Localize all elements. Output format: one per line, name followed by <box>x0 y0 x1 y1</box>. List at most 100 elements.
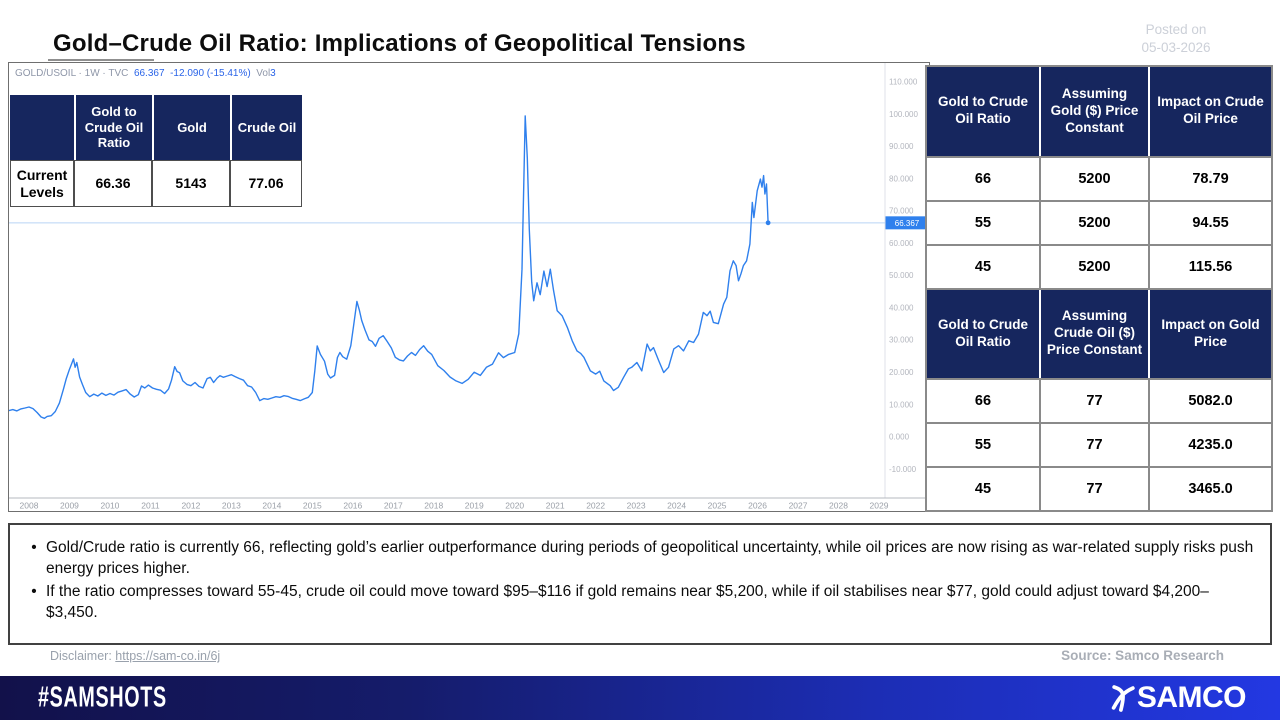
source-credit: Source: Samco Research <box>1061 648 1224 663</box>
table-header: Gold to Crude Oil Ratio <box>927 67 1039 156</box>
table-cell: 5200 <box>1039 243 1148 288</box>
chart-exchange: TVC <box>108 68 129 79</box>
svg-text:2010: 2010 <box>100 501 119 511</box>
table-cell: 4235.0 <box>1148 422 1271 466</box>
table-cell: 5200 <box>1039 199 1148 244</box>
table-cell: 115.56 <box>1148 243 1271 288</box>
disclaimer-link[interactable]: https://sam-co.in/6j <box>115 649 221 663</box>
disclaimer-label: Disclaimer: <box>50 649 116 663</box>
note-text: If the ratio compresses toward 55-45, cr… <box>46 583 1209 621</box>
table-cell: 45 <box>927 243 1039 288</box>
svg-text:2013: 2013 <box>222 501 241 511</box>
svg-text:2028: 2028 <box>829 501 848 511</box>
svg-text:2012: 2012 <box>181 501 200 511</box>
svg-text:100.000: 100.000 <box>889 110 918 119</box>
table-header: Assuming Gold ($) Price Constant <box>1039 67 1148 156</box>
svg-text:2022: 2022 <box>586 501 605 511</box>
svg-text:40.000: 40.000 <box>889 303 914 312</box>
svg-text:2023: 2023 <box>627 501 646 511</box>
footer-bar: #SAMSHOTS SAMCO <box>0 676 1280 720</box>
table-cell: 66 <box>927 155 1039 200</box>
table-cell: 94.55 <box>1148 199 1271 244</box>
samco-icon <box>1111 684 1135 712</box>
samshots-wordmark: #SAMSHOTS <box>38 681 167 714</box>
svg-text:2019: 2019 <box>465 501 484 511</box>
table-cell: 78.79 <box>1148 155 1271 200</box>
svg-text:2029: 2029 <box>870 501 889 511</box>
svg-text:90.000: 90.000 <box>889 142 914 151</box>
svg-text:70.000: 70.000 <box>889 207 914 216</box>
current-levels-header-gold: Gold <box>152 95 230 160</box>
chart-symbol: GOLD/USOIL <box>15 68 76 79</box>
svg-text:60.000: 60.000 <box>889 239 914 248</box>
table-header: Assuming Crude Oil ($) Price Constant <box>1039 289 1148 378</box>
svg-text:2011: 2011 <box>141 501 160 511</box>
svg-text:110.000: 110.000 <box>889 78 918 87</box>
table-cell: 45 <box>927 466 1039 510</box>
svg-text:0.000: 0.000 <box>889 433 910 442</box>
bullet-marker: • <box>31 539 37 556</box>
posted-on-date: 05-03-2026 <box>1141 40 1211 56</box>
table-cell: 5200 <box>1039 155 1148 200</box>
table-cell: 66 <box>927 378 1039 422</box>
table-cell: 77 <box>1039 378 1148 422</box>
samco-wordmark: SAMCO <box>1136 681 1247 714</box>
table-header: Gold to Crude Oil Ratio <box>927 289 1039 378</box>
svg-text:50.000: 50.000 <box>889 271 914 280</box>
svg-text:2009: 2009 <box>60 501 79 511</box>
table-cell: 77 <box>1039 466 1148 510</box>
chart-vol-label: Vol <box>250 68 271 79</box>
svg-text:2024: 2024 <box>667 501 686 511</box>
svg-text:2026: 2026 <box>748 501 767 511</box>
current-levels-header-crude: Crude Oil <box>230 95 302 160</box>
current-levels-row-label: Current Levels <box>10 160 74 207</box>
current-levels-table: Gold to Crude Oil Ratio Gold Crude Oil C… <box>10 95 302 207</box>
svg-text:2020: 2020 <box>505 501 524 511</box>
note-bullet-2: • If the ratio compresses toward 55-45, … <box>22 582 1258 623</box>
scenario-tables: Gold to Crude Oil Ratio Assuming Gold ($… <box>925 65 1273 512</box>
impact-on-crude-table: Gold to Crude Oil Ratio Assuming Gold ($… <box>927 67 1271 288</box>
svg-text:-10.000: -10.000 <box>889 465 917 474</box>
disclaimer: Disclaimer: https://sam-co.in/6j <box>50 649 220 663</box>
svg-text:20.000: 20.000 <box>889 368 914 377</box>
table-cell: 3465.0 <box>1148 466 1271 510</box>
current-levels-gold-value: 5143 <box>152 160 230 207</box>
chart-vol-value: 3 <box>270 68 276 79</box>
ratio-line-chart: 110.000 100.000 90.000 80.000 70.000 60.000 50… <box>9 63 929 511</box>
chart-last-price: 66.367 <box>133 68 165 79</box>
svg-text:2021: 2021 <box>546 501 565 511</box>
samco-logo: SAMCO <box>1111 681 1247 715</box>
table-cell: 5082.0 <box>1148 378 1271 422</box>
svg-text:10.000: 10.000 <box>889 400 914 409</box>
current-levels-corner-cell <box>10 95 74 160</box>
svg-text:2016: 2016 <box>343 501 362 511</box>
note-text: Gold/Crude ratio is currently 66, reflec… <box>46 539 1254 577</box>
svg-text:2027: 2027 <box>789 501 808 511</box>
table-cell: 55 <box>927 199 1039 244</box>
bullet-marker: • <box>31 583 37 601</box>
current-levels-ratio-value: 66.36 <box>74 160 152 207</box>
svg-text:2014: 2014 <box>262 501 281 511</box>
chart-interval: 1W <box>84 68 100 79</box>
notes-box: • Gold/Crude ratio is currently 66, refl… <box>8 523 1272 645</box>
svg-text:2015: 2015 <box>303 501 322 511</box>
note-bullet-1: • Gold/Crude ratio is currently 66, refl… <box>22 538 1258 579</box>
table-cell: 55 <box>927 422 1039 466</box>
page-title: Gold–Crude Oil Ratio: Implications of Ge… <box>53 30 746 57</box>
svg-text:2017: 2017 <box>384 501 403 511</box>
svg-text:80.000: 80.000 <box>889 174 914 183</box>
current-levels-crude-value: 77.06 <box>230 160 302 207</box>
svg-text:2025: 2025 <box>708 501 727 511</box>
table-header: Impact on Crude Oil Price <box>1148 67 1271 156</box>
table-cell: 77 <box>1039 422 1148 466</box>
impact-on-gold-table: Gold to Crude Oil Ratio Assuming Crude O… <box>927 287 1271 510</box>
chart-change: -12.090 (-15.41%) <box>170 68 251 79</box>
svg-text:66.367: 66.367 <box>895 219 920 228</box>
price-chart-panel: 110.000 100.000 90.000 80.000 70.000 60.000 50… <box>8 62 930 512</box>
svg-text:30.000: 30.000 <box>889 336 914 345</box>
current-levels-header-ratio: Gold to Crude Oil Ratio <box>74 95 152 160</box>
chart-symbol-header: GOLD/USOIL · 1W · TVC 66.367 -12.090 (-1… <box>15 68 276 79</box>
posted-on-label: Posted on <box>1145 22 1207 37</box>
table-header: Impact on Gold Price <box>1148 289 1271 378</box>
title-underline <box>48 59 154 61</box>
